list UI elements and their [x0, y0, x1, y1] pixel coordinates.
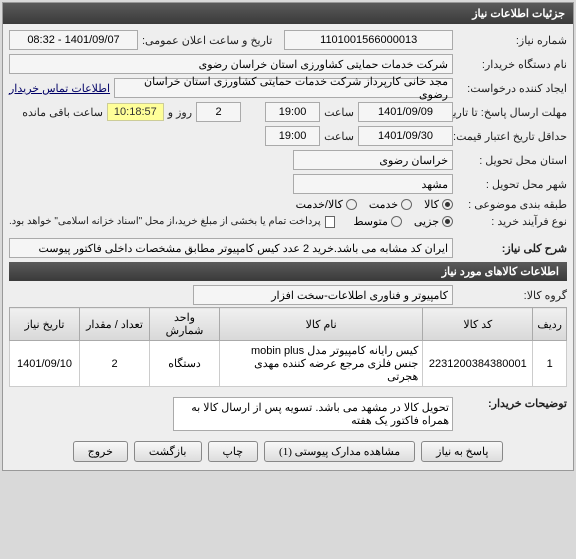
radio-both-label: کالا/خدمت [296, 198, 343, 211]
price-valid-label: حداقل تاریخ اعتبار قیمت: تا تاریخ [457, 130, 567, 143]
countdown-timer: 10:18:57 [107, 103, 164, 121]
time-label-1: ساعت [324, 106, 354, 119]
category-radio-group: کالا خدمت کالا/خدمت [296, 198, 453, 211]
radio-goods[interactable]: کالا [424, 198, 453, 211]
row-province: استان محل تحویل : خراسان رضوی [9, 148, 567, 172]
device-label: نام دستگاه خریدار: [457, 58, 567, 71]
th-name: نام کالا [220, 308, 423, 341]
row-goods-group: گروه کالا: کامپیوتر و فناوری اطلاعات-سخت… [9, 283, 567, 307]
creator-value: مجد خانی کارپرداز شرکت خدمات حمایتی کشاو… [114, 78, 453, 98]
th-index: ردیف [533, 308, 567, 341]
print-button[interactable]: چاپ [208, 441, 259, 462]
announce-label: تاریخ و ساعت اعلان عمومی: [142, 34, 272, 47]
table-row[interactable]: 1 2231200384380001 کیس رایانه کامپیوتر م… [10, 341, 567, 387]
goods-section-title: اطلاعات کالاهای مورد نیاز [9, 262, 567, 281]
cell-name: کیس رایانه کامپیوتر مدل mobin plus جنس ف… [220, 341, 423, 387]
deadline-label: مهلت ارسال پاسخ: تا تاریخ: [457, 106, 567, 119]
radio-partial-label: جزیی [414, 215, 439, 228]
main-panel: جزئیات اطلاعات نیاز شماره نیاز: 11010015… [2, 2, 574, 471]
price-valid-date: 1401/09/30 [358, 126, 453, 146]
remain-label: ساعت باقی مانده [22, 106, 103, 119]
th-code: کد کالا [423, 308, 533, 341]
deadline-time: 19:00 [265, 102, 320, 122]
row-price-valid: حداقل تاریخ اعتبار قیمت: تا تاریخ 1401/0… [9, 124, 567, 148]
deadline-date: 1401/09/09 [358, 102, 453, 122]
city-label: شهر محل تحویل : [457, 178, 567, 191]
row-category: طبقه بندی موضوعی : کالا خدمت کالا/خدمت [9, 196, 567, 213]
row-deadline: مهلت ارسال پاسخ: تا تاریخ: 1401/09/09 سا… [9, 100, 567, 124]
group-value: کامپیوتر و فناوری اطلاعات-سخت افزار [193, 285, 453, 305]
cell-date: 1401/09/10 [10, 341, 80, 387]
days-label: روز و [168, 106, 192, 119]
reply-button[interactable]: پاسخ به نیاز [421, 441, 503, 462]
province-label: استان محل تحویل : [457, 154, 567, 167]
goods-table: ردیف کد کالا نام کالا واحد شمارش تعداد /… [9, 307, 567, 387]
row-process: نوع فرآیند خرید : جزیی متوسط پرداخت تمام… [9, 213, 567, 230]
radio-service[interactable]: خدمت [369, 198, 412, 211]
days-remain: 2 [196, 102, 241, 122]
need-no-value: 1101001566000013 [284, 30, 453, 50]
th-unit: واحد شمارش [150, 308, 220, 341]
buyer-contact-link[interactable]: اطلاعات تماس خریدار [9, 82, 110, 95]
creator-label: ایجاد کننده درخواست: [457, 82, 567, 95]
process-radio-group: جزیی متوسط [353, 215, 453, 228]
table-header-row: ردیف کد کالا نام کالا واحد شمارش تعداد /… [10, 308, 567, 341]
radio-dot-icon [442, 199, 453, 210]
buyer-notes-label: توضیحات خریدار: [457, 397, 567, 410]
row-buyer-notes: توضیحات خریدار: تحویل کالا در مشهد می با… [9, 395, 567, 433]
radio-dot-icon [391, 216, 402, 227]
summary-label: شرح کلی نیاز: [457, 242, 567, 255]
row-city: شهر محل تحویل : مشهد [9, 172, 567, 196]
summary-value: ایران کد مشابه می باشد.خرید 2 عدد کیس کا… [9, 238, 453, 258]
need-no-label: شماره نیاز: [457, 34, 567, 47]
radio-partial[interactable]: جزیی [414, 215, 453, 228]
treasury-checkbox[interactable] [325, 216, 336, 228]
exit-button[interactable]: خروج [73, 441, 128, 462]
price-valid-time: 19:00 [265, 126, 320, 146]
row-summary: شرح کلی نیاز: ایران کد مشابه می باشد.خری… [9, 236, 567, 260]
row-device: نام دستگاه خریدار: شرکت خدمات حمایتی کشا… [9, 52, 567, 76]
radio-goods-label: کالا [424, 198, 439, 211]
buyer-notes-value: تحویل کالا در مشهد می باشد. تسویه پس از … [173, 397, 453, 431]
panel-title: جزئیات اطلاعات نیاز [3, 3, 573, 24]
radio-dot-icon [442, 216, 453, 227]
cell-unit: دستگاه [150, 341, 220, 387]
cell-index: 1 [533, 341, 567, 387]
time-label-2: ساعت [324, 130, 354, 143]
cell-qty: 2 [80, 341, 150, 387]
back-button[interactable]: بازگشت [134, 441, 202, 462]
city-value: مشهد [293, 174, 453, 194]
radio-service-label: خدمت [369, 198, 398, 211]
row-need-no: شماره نیاز: 1101001566000013 تاریخ و ساع… [9, 28, 567, 52]
th-date: تاریخ نیاز [10, 308, 80, 341]
radio-medium-label: متوسط [353, 215, 388, 228]
attachments-button[interactable]: مشاهده مدارک پیوستی (1) [264, 441, 415, 462]
process-note: پرداخت تمام یا بخشی از مبلغ خرید،از محل … [9, 216, 321, 227]
radio-medium[interactable]: متوسط [353, 215, 402, 228]
row-creator: ایجاد کننده درخواست: مجد خانی کارپرداز ش… [9, 76, 567, 100]
th-qty: تعداد / مقدار [80, 308, 150, 341]
radio-dot-icon [346, 199, 357, 210]
cell-code: 2231200384380001 [423, 341, 533, 387]
button-bar: پاسخ به نیاز مشاهده مدارک پیوستی (1) چاپ… [9, 433, 567, 466]
category-label: طبقه بندی موضوعی : [457, 198, 567, 211]
radio-dot-icon [401, 199, 412, 210]
province-value: خراسان رضوی [293, 150, 453, 170]
group-label: گروه کالا: [457, 289, 567, 302]
announce-value: 1401/09/07 - 08:32 [9, 30, 138, 50]
radio-both[interactable]: کالا/خدمت [296, 198, 357, 211]
panel-body: شماره نیاز: 1101001566000013 تاریخ و ساع… [3, 24, 573, 470]
device-value: شرکت خدمات حمایتی کشاورزی استان خراسان ر… [9, 54, 453, 74]
process-label: نوع فرآیند خرید : [457, 215, 567, 228]
